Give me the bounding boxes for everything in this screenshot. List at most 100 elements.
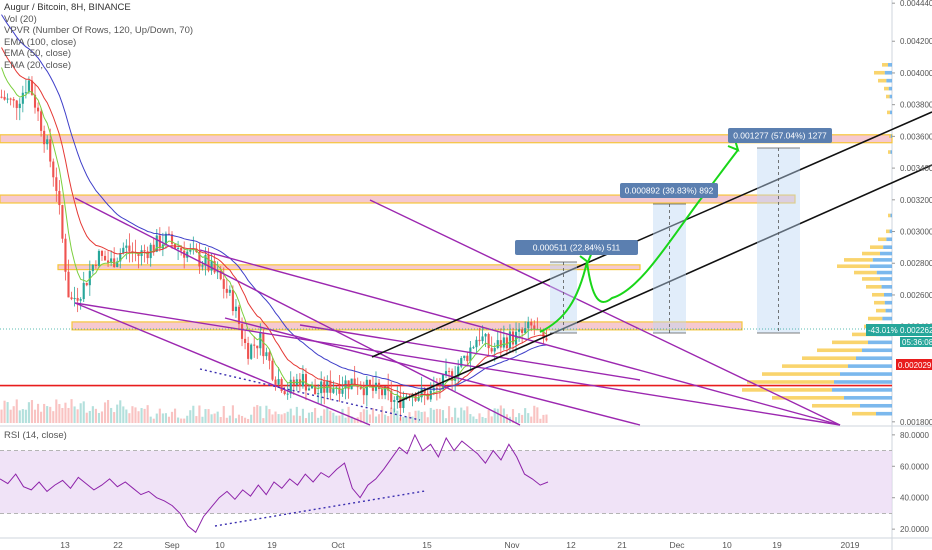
candle-body (359, 387, 362, 389)
vpvr-bar-up (812, 403, 860, 408)
volume-bar (417, 410, 420, 423)
volume-bar (128, 413, 131, 423)
vpvr-bar-down (860, 403, 892, 408)
vpvr-bar-up (817, 348, 862, 353)
volume-bar (466, 406, 469, 423)
volume-bar (393, 408, 396, 423)
volume-bar (58, 404, 61, 423)
rsi-tick-label: 80.0000 (900, 431, 929, 440)
vpvr-bar-up (878, 237, 887, 242)
candle-body (329, 380, 332, 393)
candle-body (435, 387, 438, 389)
candle-body (85, 282, 88, 286)
candle-body (365, 379, 368, 396)
volume-bar (259, 406, 262, 423)
volume-bar (177, 417, 180, 423)
candle-body (76, 297, 79, 301)
candle-body (472, 347, 475, 349)
vpvr-bar-down (834, 380, 892, 384)
volume-bar (530, 416, 533, 423)
x-tick-label: 12 (566, 540, 576, 550)
volume-bar (225, 417, 228, 423)
volume-bar (463, 410, 466, 423)
candle-body (15, 100, 18, 109)
volume-bar (210, 414, 213, 423)
volume-bar (447, 406, 451, 423)
volume-bar (496, 408, 499, 423)
volume-bar (170, 411, 174, 423)
candle-body (420, 388, 423, 398)
support-price-text: 0.002029 (898, 361, 932, 370)
y-tick-label: 0.002600 (900, 291, 932, 300)
candle-body (40, 111, 43, 131)
countdown-badge (900, 337, 932, 347)
volume-bar (292, 415, 295, 423)
volume-bar (314, 407, 317, 423)
volume-bar (381, 406, 384, 423)
volume-bar (539, 418, 542, 423)
volume-bar (524, 408, 527, 423)
volume-bar (484, 418, 487, 423)
candle-body (542, 329, 545, 339)
vpvr-bar-down (840, 372, 892, 376)
volume-bar (435, 408, 438, 423)
volume-bar (536, 407, 539, 423)
support-badge (896, 359, 932, 370)
volume-bar (518, 413, 521, 423)
vpvr-bar-up (762, 372, 840, 376)
volume-bar (161, 413, 164, 423)
volume-bar (180, 418, 183, 423)
volume-bar (344, 417, 347, 423)
volume-bar (451, 417, 454, 423)
vpvr-bar-down (886, 237, 892, 242)
volume-bar (237, 414, 241, 423)
candle-body (61, 205, 64, 239)
measure-box (550, 262, 577, 333)
volume-bar (94, 408, 97, 423)
candle-body (499, 340, 502, 348)
legend-ema100: EMA (100, close) (4, 36, 77, 48)
volume-bar (231, 405, 234, 423)
candle-body (508, 331, 512, 349)
volume-bar (143, 408, 146, 423)
x-tick-label: 19 (267, 540, 277, 550)
x-tick-label: Oct (331, 540, 345, 550)
volume-bar (280, 414, 283, 423)
volume-bar (9, 409, 12, 423)
rsi-band (0, 450, 892, 514)
volume-bar (240, 415, 244, 423)
candle-body (253, 344, 256, 346)
volume-bar (116, 404, 119, 423)
volume-bar (271, 414, 274, 423)
volume-bar (295, 406, 298, 423)
volume-bar (167, 416, 171, 423)
vpvr-bar-up (862, 277, 880, 281)
volume-bar (511, 409, 515, 423)
candle-body (152, 244, 155, 252)
resistance-zone (71, 321, 743, 331)
volume-bar (420, 411, 423, 423)
volume-bar (411, 416, 414, 423)
volume-bar (67, 407, 70, 423)
volume-bar (353, 418, 356, 423)
target-callout (728, 128, 832, 143)
volume-bar (137, 411, 140, 423)
last-price-text: -43.01% 0.002262 (868, 326, 932, 335)
candle-body (387, 386, 390, 391)
candle-body (390, 390, 393, 402)
vpvr-bar-up (874, 70, 885, 75)
candle-body (18, 103, 21, 109)
volume-bar (234, 418, 238, 423)
volume-bar (426, 417, 429, 423)
volume-bar (219, 417, 222, 423)
volume-bar (396, 410, 399, 423)
ema100-line (1, 14, 547, 390)
vpvr-bar-up (837, 264, 870, 269)
volume-bar (97, 412, 101, 423)
candle-body (505, 337, 508, 349)
candle-body (518, 329, 521, 332)
x-tick-label: Sep (164, 540, 179, 550)
candle-body (481, 336, 484, 342)
resistance-zone (0, 134, 893, 144)
